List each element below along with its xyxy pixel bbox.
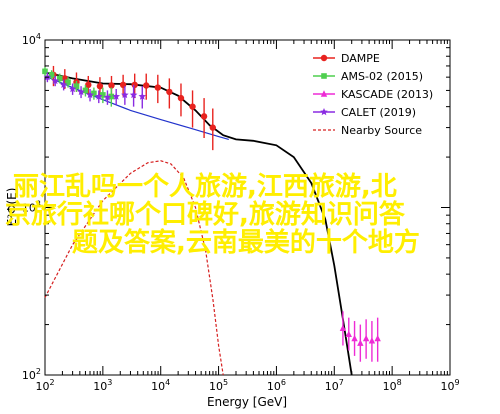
data-point-marker xyxy=(56,75,63,82)
data-point-marker xyxy=(108,93,115,100)
x-tick-label: 108 xyxy=(383,378,402,393)
data-points xyxy=(42,65,381,362)
data-point-marker xyxy=(51,76,59,85)
legend: DAMPE AMS-02 (2015) KASCADE (2013) CALET (2… xyxy=(313,52,433,137)
data-point-marker xyxy=(82,87,89,94)
series-line xyxy=(44,160,224,376)
data-point-marker xyxy=(68,84,77,93)
data-point-marker xyxy=(189,103,196,110)
data-point-marker xyxy=(154,84,162,91)
data-point-marker xyxy=(143,82,150,89)
data-point-marker xyxy=(103,93,112,101)
x-tick-label: 102 xyxy=(35,378,54,393)
data-point-marker xyxy=(108,82,115,89)
data-point-marker xyxy=(42,68,48,75)
data-point-marker xyxy=(351,334,358,342)
legend-label: DAMPE xyxy=(341,52,380,65)
overlay-line-3: 题及答案,云南最美的十个地方 xyxy=(72,227,420,258)
x-tick-label: 103 xyxy=(93,378,112,393)
data-point-marker xyxy=(177,94,185,102)
data-point-marker xyxy=(85,81,92,89)
data-point-marker xyxy=(131,81,138,89)
overlay-text: 丽江乱吗一个人旅游,江西旅游,北 京旅行社哪个口碑好,旅游知识问答 题及答案,云… xyxy=(5,172,420,258)
data-point-marker xyxy=(59,80,68,89)
data-point-marker xyxy=(96,82,104,90)
x-tick-label: 104 xyxy=(151,378,170,393)
data-point-marker xyxy=(362,334,370,342)
x-tick-label: 106 xyxy=(267,378,286,393)
axis-ticks: 102 103 104 105 106 107 108 109 102 103 104 xyxy=(22,32,460,393)
overlay-line-2: 京旅行社哪个口碑好,旅游知识问答 xyxy=(5,199,406,230)
data-point-marker xyxy=(339,324,347,332)
y-tick-label: 104 xyxy=(22,32,41,47)
legend-label: CALET (2019) xyxy=(341,106,416,119)
data-point-marker xyxy=(121,90,129,99)
x-tick-label: 105 xyxy=(209,378,228,393)
data-point-marker xyxy=(86,90,94,99)
data-point-marker xyxy=(345,330,352,337)
data-point-marker xyxy=(94,92,103,100)
data-point-marker xyxy=(374,334,381,342)
data-point-marker xyxy=(100,92,106,98)
data-point-marker xyxy=(129,90,138,99)
x-axis-title: Energy [GeV] xyxy=(207,395,287,409)
legend-label: AMS-02 (2015) xyxy=(341,70,423,83)
data-point-marker xyxy=(48,71,55,78)
x-tick-label: 109 xyxy=(440,378,459,393)
overlay-line-1: 丽江乱吗一个人旅游,江西旅游,北 xyxy=(13,172,397,202)
y-tick-label: 103 xyxy=(22,200,41,215)
data-point-marker xyxy=(77,87,85,96)
data-point-marker xyxy=(368,337,376,344)
y-axis-title: E²Φ(E) xyxy=(5,188,19,227)
series-line xyxy=(44,75,229,140)
data-point-marker xyxy=(200,113,208,120)
data-point-marker xyxy=(73,83,80,89)
data-point-marker xyxy=(320,108,328,116)
x-tick-label: 107 xyxy=(325,378,344,393)
data-point-marker xyxy=(209,124,216,131)
data-point-marker xyxy=(320,54,328,62)
data-point-marker xyxy=(65,79,71,85)
y-tick-label: 102 xyxy=(22,367,41,382)
data-point-marker xyxy=(321,73,327,79)
data-point-marker xyxy=(138,92,147,100)
legend-label: KASCADE (2013) xyxy=(341,88,433,101)
data-point-marker xyxy=(357,339,364,346)
data-point-marker xyxy=(112,92,120,100)
data-point-marker xyxy=(166,88,173,96)
legend-label: Nearby Source xyxy=(341,124,422,137)
data-point-marker xyxy=(91,90,97,97)
data-point-marker xyxy=(320,90,328,97)
